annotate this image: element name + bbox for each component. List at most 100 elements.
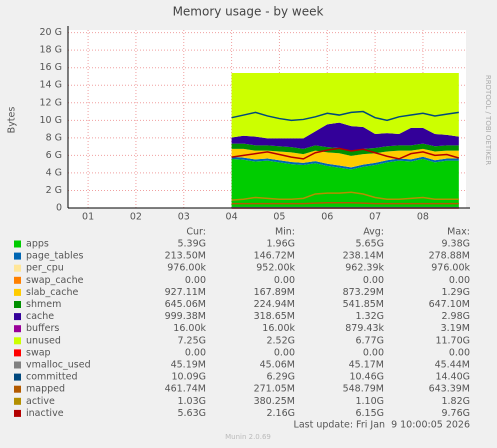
legend-stat: 0.00	[274, 347, 295, 358]
legend-label: page_tables	[26, 251, 84, 262]
legend-stat: 643.39M	[429, 384, 470, 395]
area	[231, 122, 459, 151]
legend-stat: 1.32G	[355, 311, 384, 322]
legend-stat: 10.46G	[349, 372, 384, 383]
legend-stat: 6.77G	[355, 335, 384, 346]
legend-stat: 0.00	[449, 347, 470, 358]
legend-stat: 927.11M	[165, 287, 206, 298]
legend-stat: 0.00	[449, 275, 470, 286]
legend-label: vmalloc_used	[26, 360, 91, 371]
legend-stat: 873.29M	[343, 287, 384, 298]
legend-stat: 0.00	[274, 275, 295, 286]
legend-stat: 548.79M	[343, 384, 384, 395]
y-tick-label: 4 G	[46, 167, 62, 178]
legend-label: buffers	[26, 323, 59, 334]
legend-label: inactive	[26, 408, 64, 419]
legend-stat: 1.29G	[441, 287, 470, 298]
y-tick-label: 6 G	[46, 150, 62, 161]
legend-swatch	[14, 361, 21, 369]
legend-stat: 0.00	[185, 347, 206, 358]
legend-stat: 3.19M	[441, 323, 470, 334]
legend-label: slab_cache	[26, 287, 78, 298]
legend-stat: 1.96G	[266, 239, 295, 250]
legend-label: swap	[26, 347, 51, 358]
x-tick-label: 08	[417, 212, 429, 223]
legend-stat: 976.00k	[431, 263, 470, 274]
legend-header: Min:	[275, 227, 295, 238]
legend-stat: 271.05M	[254, 384, 295, 395]
area	[231, 72, 459, 139]
area	[231, 156, 459, 170]
legend-stat: 647.10M	[429, 299, 470, 310]
legend-swatch	[14, 325, 21, 333]
legend-swatch	[14, 397, 21, 405]
y-tick-label: 12 G	[40, 97, 62, 108]
legend-stat: 278.88M	[429, 251, 470, 262]
x-tick-label: 01	[82, 212, 94, 223]
legend-stat: 9.38G	[441, 239, 470, 250]
y-axis-label: Bytes	[7, 107, 18, 134]
y-tick-label: 16 G	[40, 62, 62, 73]
legend-stat: 9.76G	[441, 408, 470, 419]
x-tick-label: 07	[369, 212, 381, 223]
legend-swatch	[14, 264, 21, 272]
legend-header: Cur:	[186, 227, 206, 238]
legend-stat: 541.85M	[343, 299, 384, 310]
legend-stat: 6.15G	[355, 408, 384, 419]
legend-swatch	[14, 409, 21, 417]
legend-label: apps	[26, 239, 49, 250]
legend-stat: 1.03G	[177, 396, 206, 407]
legend-stat: 879.43k	[345, 323, 384, 334]
legend-stat: 1.82G	[441, 396, 470, 407]
legend-stat: 16.00k	[262, 323, 295, 334]
legend-stat: 167.89M	[254, 287, 295, 298]
line	[231, 110, 459, 122]
legend-label: cache	[26, 311, 54, 322]
y-tick-label: 18 G	[40, 45, 62, 56]
legend-label: active	[26, 396, 55, 407]
x-tick-label: 06	[321, 212, 333, 223]
legend-stat: 2.52G	[266, 335, 295, 346]
line	[231, 191, 459, 201]
legend-stat: 2.98G	[441, 311, 470, 322]
y-tick-label: 0	[56, 203, 62, 214]
legend-stat: 146.72M	[254, 251, 295, 262]
y-tick-label: 14 G	[40, 80, 62, 91]
y-tick-label: 20 G	[40, 27, 62, 38]
legend-stat: 224.94M	[254, 299, 295, 310]
legend-swatch	[14, 252, 21, 260]
footer: Last update: Fri Jan 9 10:00:05 2026	[294, 420, 470, 431]
legend-label: swap_cache	[26, 275, 84, 286]
legend-label: unused	[26, 335, 61, 346]
legend-stat: 16.00k	[173, 323, 206, 334]
y-tick-label: 8 G	[46, 132, 62, 143]
legend-swatch	[14, 313, 21, 321]
legend-stat: 45.06M	[260, 360, 295, 371]
legend-stat: 7.25G	[177, 335, 206, 346]
legend-stat: 999.38M	[165, 311, 206, 322]
legend-swatch	[14, 301, 21, 308]
legend-stat: 0.00	[185, 275, 206, 286]
credit: Munin 2.0.69	[225, 433, 271, 441]
legend-stat: 0.00	[363, 347, 384, 358]
legend-stat: 45.19M	[171, 360, 206, 371]
y-tick-label: 2 G	[46, 185, 62, 196]
legend-swatch	[14, 385, 21, 393]
legend-stat: 2.16G	[266, 408, 295, 419]
side-text: RRDTOOL / TOBI OETIKER	[484, 75, 492, 165]
legend-stat: 6.29G	[266, 372, 295, 383]
x-tick-label: 02	[130, 212, 142, 223]
legend-header: Max:	[447, 227, 470, 238]
legend-stat: 645.06M	[165, 299, 206, 310]
legend-stat: 318.65M	[254, 311, 295, 322]
legend-stat: 10.09G	[171, 372, 206, 383]
legend-stat: 461.74M	[165, 384, 206, 395]
legend-stat: 11.70G	[435, 335, 470, 346]
legend-stat: 238.14M	[343, 251, 384, 262]
x-tick-label: 03	[178, 212, 190, 223]
legend-label: shmem	[26, 299, 61, 310]
legend-label: per_cpu	[26, 263, 64, 274]
legend-swatch	[14, 240, 21, 248]
